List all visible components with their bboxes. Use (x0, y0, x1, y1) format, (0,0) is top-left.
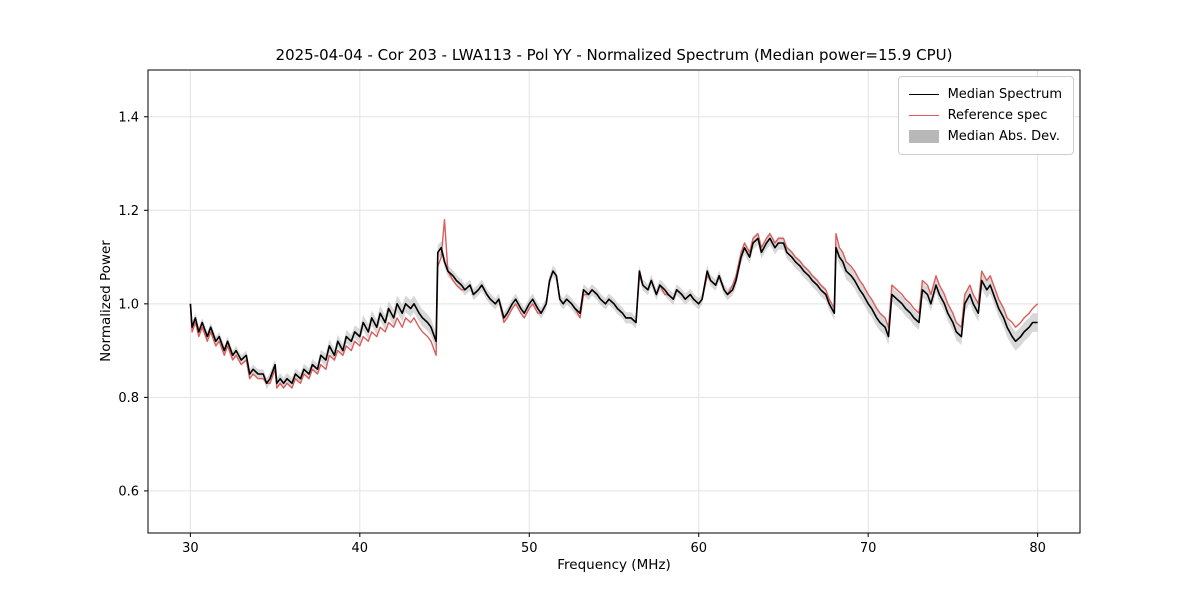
x-tick-label: 60 (690, 541, 707, 556)
legend-label-reference-spec: Reference spec (947, 108, 1048, 123)
x-tick-label: 80 (1029, 541, 1046, 556)
legend-item-median-abs-dev: Median Abs. Dev. (908, 126, 1062, 147)
x-axis-label: Frequency (MHz) (557, 557, 671, 573)
y-tick-label: 0.6 (118, 484, 139, 499)
x-tick-label: 50 (521, 541, 538, 556)
legend-label-median-abs-dev: Median Abs. Dev. (947, 129, 1061, 144)
legend: Median Spectrum Reference spec Median Ab… (897, 76, 1074, 155)
legend-label-median-spectrum: Median Spectrum (947, 87, 1062, 102)
legend-item-reference-spec: Reference spec (908, 105, 1062, 126)
x-tick-label: 30 (182, 541, 199, 556)
y-tick-label: 1.4 (118, 110, 139, 125)
y-tick-label: 1.0 (118, 297, 139, 312)
median-line (189, 237, 1038, 385)
legend-item-median-spectrum: Median Spectrum (908, 84, 1062, 105)
chart-title: 2025-04-04 - Cor 203 - LWA113 - Pol YY -… (275, 46, 953, 64)
mad-band-swatch (908, 130, 939, 143)
mad-band (190, 231, 1038, 389)
axes-frame (147, 69, 1081, 534)
x-tick-label: 40 (352, 541, 369, 556)
y-tick-label: 1.2 (118, 204, 139, 219)
reference-line-swatch (908, 115, 939, 116)
x-tick-label: 70 (860, 541, 877, 556)
y-tick-label: 0.8 (118, 391, 139, 406)
median-line-swatch (908, 94, 939, 95)
